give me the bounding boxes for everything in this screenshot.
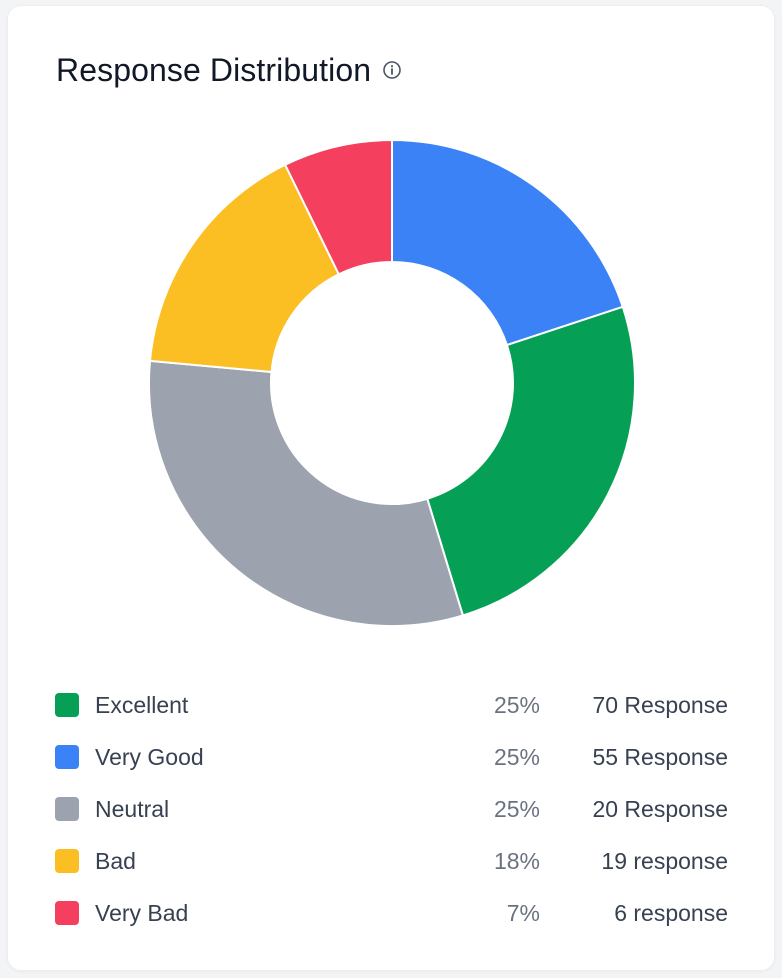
donut-slice-very-bad[interactable] <box>283 138 393 276</box>
legend-item[interactable]: Very Bad 7% 6 response <box>55 887 728 939</box>
legend-percent: 25% <box>493 795 540 822</box>
donut-slice-bad[interactable] <box>148 163 341 374</box>
legend-label: Very Bad <box>95 899 189 926</box>
legend-count: 20 Response <box>592 795 728 822</box>
legend-item[interactable]: Excellent 25% 70 Response <box>55 679 728 731</box>
legend-count: 6 response <box>614 899 728 926</box>
legend-item[interactable]: Neutral 25% 20 Response <box>55 783 728 835</box>
legend-swatch <box>55 693 79 717</box>
info-icon[interactable] <box>381 59 403 81</box>
legend-label: Excellent <box>95 691 189 718</box>
donut-slice-excellent[interactable] <box>426 305 636 617</box>
chart-legend: Excellent 25% 70 Response Very Good 25% 55 Re… <box>55 679 728 939</box>
legend-label: Very Good <box>95 743 204 770</box>
donut-slice-very-good[interactable] <box>391 138 625 347</box>
legend-label: Bad <box>95 847 136 874</box>
legend-swatch <box>55 797 79 821</box>
donut-chart-svg <box>148 138 636 627</box>
legend-swatch <box>55 901 79 925</box>
card-header: Response Distribution <box>56 50 403 90</box>
legend-count: 70 Response <box>592 691 728 718</box>
legend-count: 55 Response <box>592 743 728 770</box>
legend-percent: 25% <box>493 691 540 718</box>
legend-count: 19 response <box>601 847 728 874</box>
info-icon-glyph <box>383 61 401 79</box>
legend-percent: 7% <box>506 899 540 926</box>
donut-slice-neutral[interactable] <box>148 359 465 627</box>
response-distribution-card: Response Distribution Excellent 25% 70 Res… <box>7 5 775 971</box>
legend-label: Neutral <box>95 795 170 822</box>
legend-item[interactable]: Very Good 25% 55 Response <box>55 731 728 783</box>
card-title: Response Distribution <box>56 51 372 88</box>
legend-swatch <box>55 745 79 769</box>
legend-item[interactable]: Bad 18% 19 response <box>55 835 728 887</box>
legend-percent: 18% <box>493 847 540 874</box>
legend-percent: 25% <box>493 743 540 770</box>
legend-swatch <box>55 849 79 873</box>
donut-chart <box>8 6 776 666</box>
